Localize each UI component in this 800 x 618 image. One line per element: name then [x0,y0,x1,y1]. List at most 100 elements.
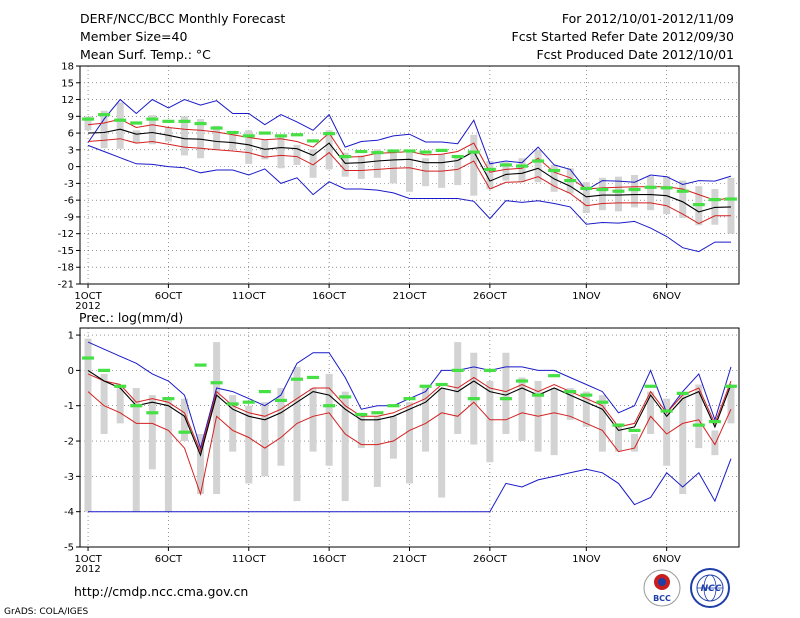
temp-y-tick-label: -12 [58,229,74,240]
temp-observed-marker [692,203,705,207]
temp-y-tick-label: 3 [68,145,74,156]
precip-observed-marker [323,404,336,408]
precip-observed-marker [708,420,721,424]
precip-x-tick-label: 11OCT [232,554,267,565]
precip-range-bar [614,423,622,452]
precip-range-bar [502,352,510,434]
precip-y-tick-label: -4 [64,507,74,518]
temp-range-bar [727,177,735,234]
temp-observed-marker [258,131,271,135]
temp-range-bar [325,130,333,170]
precip-observed-marker [548,374,561,378]
precip-y-tick-label: -1 [64,401,74,412]
precip-range-bar [277,388,285,466]
temp-range-bar [582,182,590,214]
precip-observed-marker [644,384,657,388]
temp-observed-marker [130,121,143,125]
temp-y-tick-label: 15 [61,78,74,89]
temp-y-tick-label: -18 [58,263,74,274]
temp-range-bar [100,110,108,149]
temp-max-line [87,98,732,191]
precip-range-bar [180,398,188,442]
temp-observed-marker [548,168,561,173]
temp-range-bar [245,130,253,164]
precip-mean-line [87,369,732,457]
temp-mean-line [87,128,732,213]
temp-range-bar [357,155,365,179]
precip-x-tick-label: 16OCT [312,554,347,565]
chart-title: DERF/NCC/BCC Monthly Forecast [80,11,285,26]
precip-min-line [88,458,732,513]
precip-range-bar [325,373,333,466]
precip-observed-marker [114,384,127,388]
temp-observed-marker [210,126,223,130]
precip-observed-marker [516,379,529,383]
precip-range-bar [679,395,687,495]
precip-observed-marker [98,368,111,372]
precip-range-bar [711,430,719,456]
temp-observed-marker [660,186,673,190]
precip-range-bar [261,402,269,477]
source-url-link[interactable]: http://cmdp.ncc.cma.gov.cn [74,584,248,599]
ncc-logo-text: NCC [701,584,722,594]
temp-observed-marker [355,149,368,154]
precip-observed-marker [532,393,545,397]
temp-observed-marker [435,148,448,153]
precip-range-bar [631,433,639,452]
temp-range-bar [84,116,92,131]
temp-y-tick-label: 18 [61,62,74,73]
temp-range-bar [486,161,494,189]
temp-observed-marker [114,118,127,122]
precip-observed-marker [130,404,143,408]
precip-observed-marker [724,384,737,388]
temp-x-tick-label: 16OCT [312,291,347,302]
temp-observed-marker [274,134,287,138]
temp-range-bar [341,152,349,177]
temp-observed-marker [467,150,480,154]
precip-range-bar [582,391,590,427]
precip-observed-marker [194,363,207,367]
temp-y-tick-label: -3 [64,179,74,190]
temp-observed-marker [387,149,400,153]
temp-range-bar [614,176,622,212]
precip-x-tick-label: 1NOV [572,554,601,565]
temp-observed-marker [724,197,737,201]
temp-range-bar [534,149,542,183]
precip-observed-marker [226,402,239,406]
temp-x-tick-label: 6NOV [652,291,681,302]
precip-observed-marker [451,368,464,372]
temp-range-bar [116,102,124,149]
precip-range-bar [309,388,317,452]
temp-observed-marker [419,150,432,154]
temp-observed-marker [226,130,239,135]
temp-x-tick-label: 11OCT [232,291,267,302]
precip-range-bar [197,433,205,495]
temp-observed-marker [708,197,721,202]
precip-range-bar [566,388,574,420]
temp-range-bar [406,150,413,192]
precip-range-bar [438,388,446,498]
precip-range-bar [229,395,237,452]
precip-observed-marker [274,398,287,403]
temp-range-bar [631,175,639,208]
precip-spread_low-line [87,391,732,496]
grads-credit: GrADS: COLA/IGES [4,607,88,617]
precip-observed-marker [210,381,223,385]
precip-panel-title: Prec.: log(mm/d) [79,310,183,325]
precip-range-bar [389,416,397,459]
temp-range-bar [229,130,237,150]
temp-observed-marker [371,151,384,155]
precip-range-bar [357,412,365,449]
precip-x-tick-label: 6NOV [652,554,681,565]
precip-range-bar [164,398,172,512]
precip-range-bar [695,384,703,449]
precip-range-bar [406,402,413,484]
temp-observed-marker [290,133,303,137]
precip-range-bar [518,377,526,442]
precip-observed-marker [419,384,432,388]
temp-range-bar [373,149,381,178]
precip-observed-marker [178,430,191,434]
temp-observed-marker [483,167,496,172]
